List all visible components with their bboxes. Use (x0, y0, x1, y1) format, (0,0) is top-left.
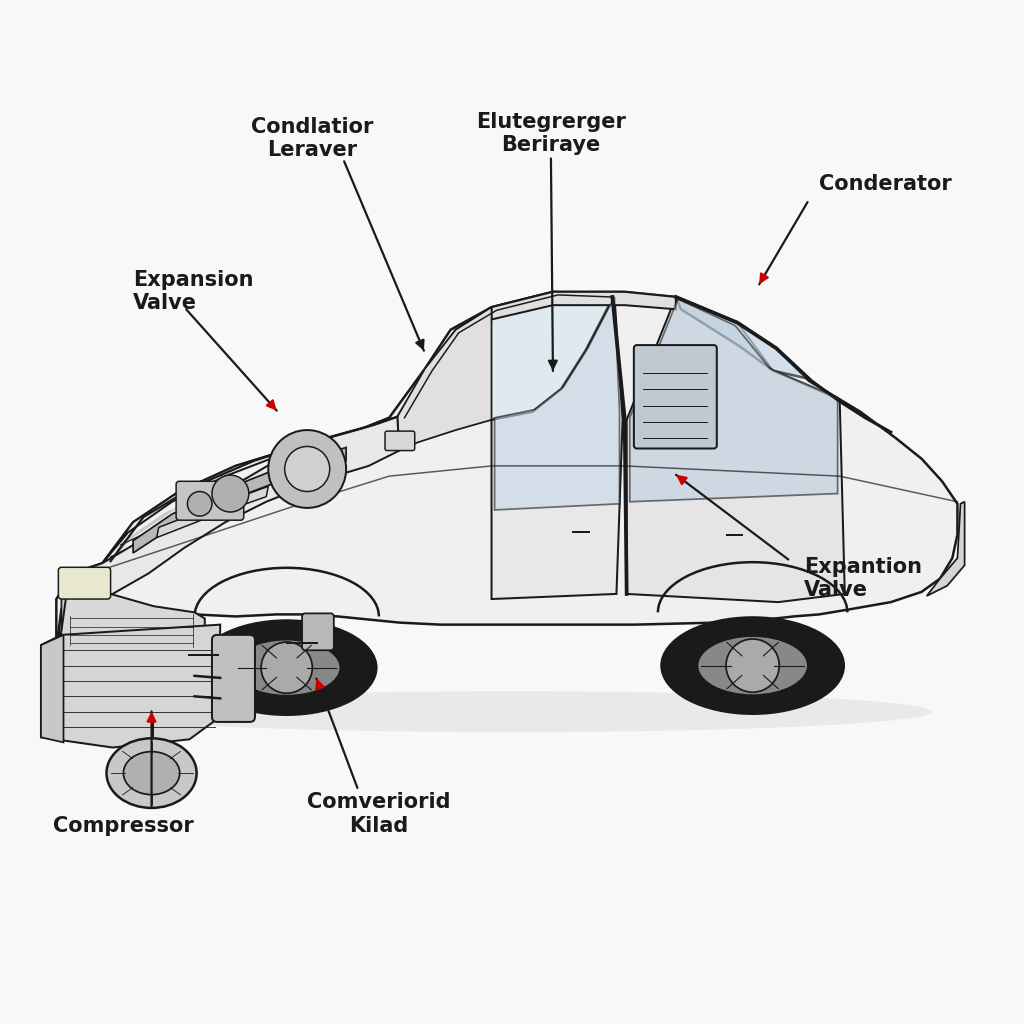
Polygon shape (87, 417, 399, 594)
Circle shape (212, 475, 249, 512)
Polygon shape (495, 297, 620, 510)
Text: Conderator: Conderator (819, 174, 952, 195)
Polygon shape (102, 418, 399, 563)
Ellipse shape (233, 639, 340, 696)
Circle shape (726, 639, 779, 692)
Polygon shape (676, 297, 809, 379)
Ellipse shape (106, 738, 197, 808)
Polygon shape (61, 568, 87, 666)
Polygon shape (157, 486, 268, 538)
FancyBboxPatch shape (212, 635, 255, 722)
Text: Compressor: Compressor (52, 816, 194, 837)
Polygon shape (56, 292, 957, 645)
Polygon shape (41, 635, 63, 742)
Polygon shape (630, 299, 838, 502)
Polygon shape (111, 417, 397, 561)
FancyBboxPatch shape (302, 613, 334, 650)
Circle shape (187, 492, 212, 516)
Polygon shape (927, 502, 965, 596)
FancyBboxPatch shape (176, 481, 244, 520)
Ellipse shape (197, 621, 377, 715)
Text: Expantion
Valve: Expantion Valve (804, 557, 922, 600)
Text: Comveriorid
Kilad: Comveriorid Kilad (307, 793, 451, 836)
Polygon shape (397, 292, 614, 422)
Text: Condlatior
Leraver: Condlatior Leraver (251, 117, 374, 160)
Ellipse shape (92, 691, 932, 732)
Polygon shape (492, 295, 623, 599)
Ellipse shape (662, 617, 844, 714)
Polygon shape (627, 297, 845, 602)
Text: Elutegrerger
Beriraye: Elutegrerger Beriraye (476, 112, 626, 155)
FancyBboxPatch shape (634, 345, 717, 449)
FancyBboxPatch shape (58, 567, 111, 599)
Polygon shape (133, 447, 346, 553)
Circle shape (261, 642, 312, 693)
Circle shape (285, 446, 330, 492)
Ellipse shape (123, 752, 180, 795)
Polygon shape (59, 586, 205, 653)
Polygon shape (41, 625, 220, 748)
Text: Expansion
Valve: Expansion Valve (133, 270, 254, 313)
Polygon shape (397, 307, 492, 451)
Circle shape (268, 430, 346, 508)
FancyBboxPatch shape (385, 431, 415, 451)
Polygon shape (492, 292, 676, 319)
Ellipse shape (697, 636, 808, 695)
